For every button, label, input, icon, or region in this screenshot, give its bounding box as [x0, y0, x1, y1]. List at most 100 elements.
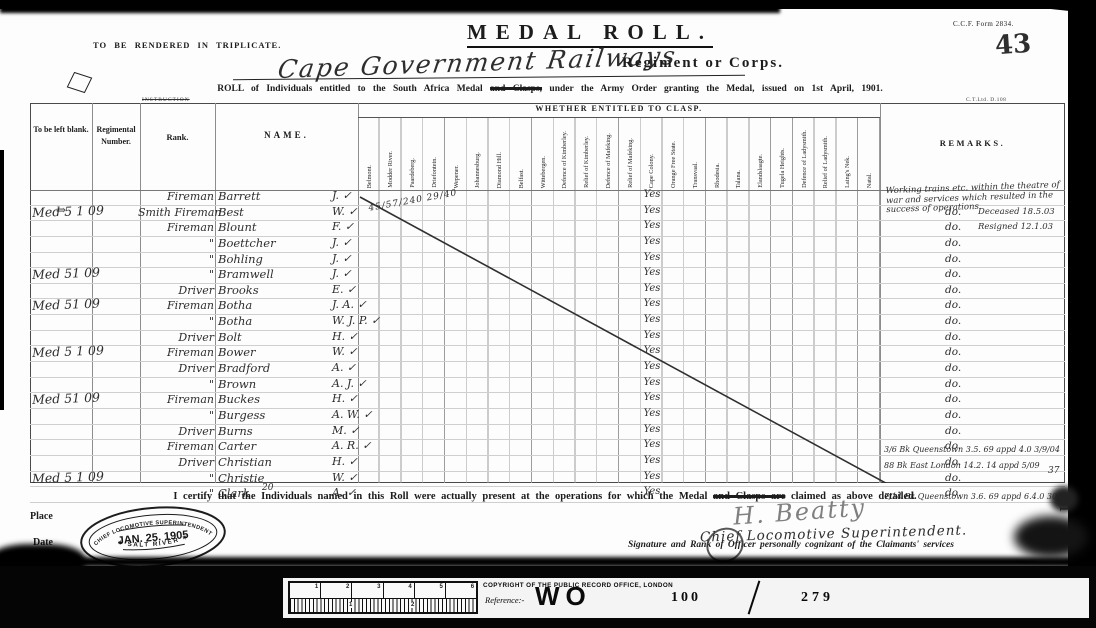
clasp-banner: WHETHER ENTITLED TO CLASP. — [535, 104, 703, 113]
surname-cell: Buckes — [218, 392, 260, 407]
ruler-cm-number: 2 — [410, 602, 416, 608]
remark-do-cell: do. — [945, 283, 962, 296]
table-row: Fireman Blount F. ✓ Yes do. Resigned 12.1.03 — [30, 220, 1065, 237]
clasp-banner-underline — [358, 117, 880, 118]
clasp-label-text: Defence of Kimberley. — [561, 130, 569, 188]
surname-cell: Brown — [218, 376, 257, 391]
clasp-label-text: Belfast. — [517, 168, 525, 188]
reference-label: Reference:- — [485, 595, 525, 605]
surname-cell: Botha — [218, 298, 253, 313]
rank-cell: Driver — [178, 362, 214, 376]
remark-do-cell: do. — [945, 455, 962, 468]
surname-cell: Carter — [218, 439, 257, 454]
table-row: Driver Christian H. ✓ Yes do. 88 Bk East Lond… — [30, 454, 1065, 472]
clasp-column-header: Relief of Ladysmith. — [815, 118, 837, 188]
initials-cell: A. R. ✓ — [332, 439, 372, 453]
ruler-scale: 1 2 3 4 5 6 1 2 — [288, 581, 478, 614]
remark-do-cell: do. — [945, 236, 962, 249]
reference-dept: WO — [535, 581, 592, 611]
table-vline — [92, 103, 93, 483]
remark-note-cell: 3/6 Bk Queenstown 3.5. 69 appd 4.0 3/9/0… — [884, 445, 1060, 455]
remark-do-cell: do. — [945, 393, 962, 406]
clasp-column-header: Driefontein. — [423, 118, 445, 188]
table-row: " Brown A. J. ✓ Yes do. — [30, 376, 1065, 394]
rank-cell: Fireman — [167, 221, 214, 235]
table-row: Fireman Carter A. R. ✓ Yes do. 3/6 Bk Queenst… — [30, 439, 1065, 456]
remark-do-cell: do. — [945, 299, 962, 312]
clasp-yes-cell: Yes — [643, 282, 661, 294]
surname-cell: Clark — [218, 486, 250, 501]
ink-smudge — [1050, 486, 1078, 512]
surname-cell: Bolt — [218, 329, 242, 344]
rank-cell: Fireman — [167, 346, 214, 360]
page-title: MEDAL ROLL. — [390, 20, 790, 48]
clasp-column-header: Natal. — [858, 118, 880, 188]
rank-cell: " — [208, 377, 214, 391]
table-row: " Botha W. J. P. ✓ Yes do. — [30, 314, 1065, 331]
certification-struck: and Clasps are — [713, 491, 786, 502]
remark-do-cell: do. — [945, 362, 962, 375]
rank-cell: Fireman — [167, 440, 214, 454]
remark-do-cell: do. — [945, 346, 962, 359]
table-row: Med 5 1 09 " Christie W. ✓ Yes do. — [30, 468, 1065, 488]
clasp-yes-cell: Yes — [643, 204, 661, 216]
scan-artifact-band-edge — [0, 557, 1096, 567]
ruler-inches: 1 2 3 4 5 6 — [290, 583, 476, 599]
clasp-column-header: Talana. — [728, 118, 750, 188]
clasp-column-header: Belmont. — [358, 118, 380, 188]
reference-series: 100 — [671, 590, 701, 605]
initials-cell: M. ✓ — [332, 423, 360, 437]
initials-cell: J. A. ✓ — [332, 298, 367, 312]
certification-pre: I certify that the Individuals named in … — [173, 491, 708, 502]
initials-cell: W. J. P. ✓ — [332, 314, 381, 328]
remark-note-cell: 88 Bk East London 14.2. 14 appd 5/09 — [884, 460, 1040, 470]
ruler-cm-ticks: 1 2 — [290, 599, 476, 612]
rank-cell: " — [208, 268, 214, 282]
remark-do-cell: do. — [945, 315, 962, 328]
clasp-column-header: Cape Colony. — [641, 118, 663, 188]
clasp-label-text: Defence of Mafeking. — [604, 132, 612, 188]
surname-cell: Bohling — [218, 251, 263, 266]
clasp-column-header: Elandslaagte. — [750, 118, 772, 188]
table-row: Driver Bolt H. ✓ Yes do. — [30, 329, 1065, 347]
remark-do-cell: do. — [945, 268, 962, 281]
clasp-column-header: Laing's Nek. — [837, 118, 859, 188]
initials-cell: W. ✓ — [332, 345, 358, 359]
clasp-label-text: Belmont. — [365, 164, 373, 188]
ruler-inch-number: 2 — [321, 583, 353, 598]
clasp-label-text: Transvaal. — [691, 161, 699, 188]
header-remarks: REMARKS. — [939, 138, 1006, 148]
surname-cell: Boettcher — [218, 235, 276, 250]
roll-statement-pre: ROLL of Individuals entitled to the Sout… — [217, 84, 483, 94]
date-stamp: CHIEF LOCOMOTIVE SUPERINTENDENT ✶ SALT R… — [76, 500, 231, 575]
clasp-column-header: Belfast. — [510, 118, 532, 188]
remark-note-cell: Deceased 18.5.03 — [978, 206, 1055, 217]
initials-cell: J. ✓ — [332, 189, 352, 202]
initials-cell: A. J. ✓ — [332, 376, 367, 390]
remark-note-37: 37 — [1048, 466, 1060, 476]
clasp-yes-cell: Yes — [643, 345, 661, 357]
clasp-column-header: Rhodesia. — [706, 118, 728, 188]
rank-cell: Smith Fireman — [138, 205, 222, 219]
clasp-yes-cell: Yes — [643, 454, 661, 466]
roll-statement-post: under the Army Order granting the Medal,… — [549, 84, 883, 94]
remark-do-cell: do. — [945, 440, 962, 453]
rank-cell: " — [208, 252, 214, 266]
initials-cell: J. ✓ — [332, 267, 352, 281]
rank-cell: Driver — [178, 424, 214, 438]
archive-reference-band: 1 2 3 4 5 6 1 2 COPYRIGHT OF THE PUBLIC … — [0, 566, 1096, 628]
surname-cell: Bower — [218, 345, 256, 360]
table-row: Med 5 1 09 Fireman Bower W. ✓ Yes do. — [30, 343, 1065, 363]
initials-cell: A. ✓ — [332, 361, 357, 375]
header-bottom-line — [30, 190, 1065, 191]
initials-cell: E. ✓ — [332, 282, 357, 296]
clasp-column-header: Wepener. — [445, 118, 467, 188]
clasp-label-text: Relief of Ladysmith. — [822, 135, 830, 188]
clasp-column-header: Modder River. — [380, 118, 402, 188]
clasp-label-text: Rhodesia. — [713, 162, 721, 188]
initials-cell: H. ✓ — [332, 329, 358, 343]
surname-cell: Christie — [218, 470, 265, 485]
clasp-yes-cell: Yes — [643, 267, 661, 279]
table-row: " Clark A. ✓ Yes do. 7/14 Bk Queenstown 3.6. … — [30, 486, 1065, 503]
clasp-yes-cell: Yes — [643, 314, 661, 326]
